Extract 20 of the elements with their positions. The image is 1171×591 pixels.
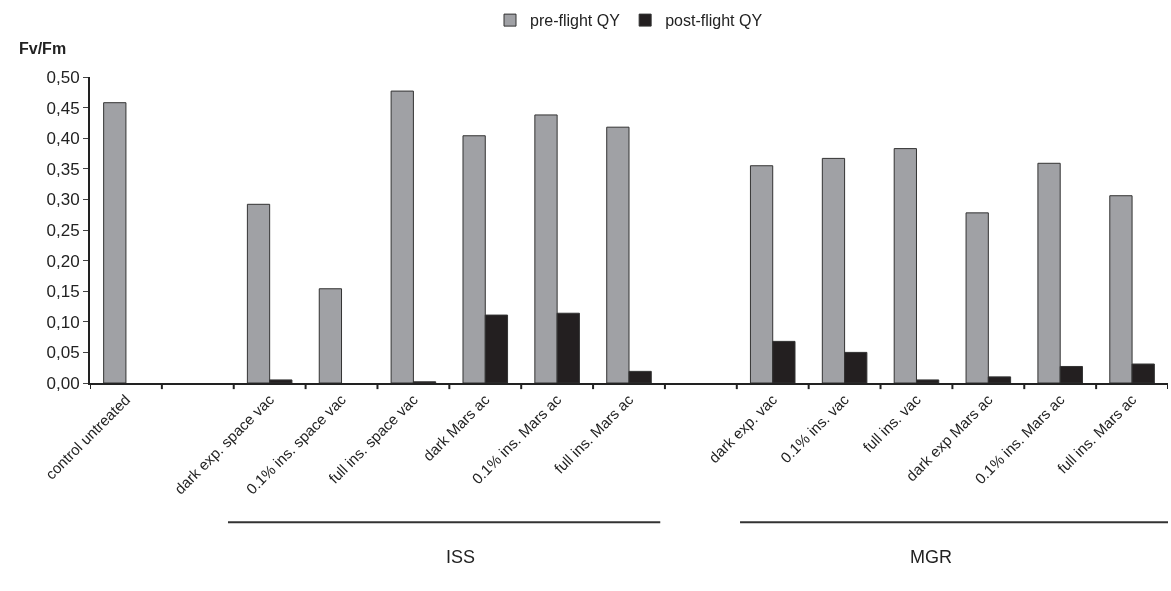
x-tick-label: full ins. vac [859, 390, 925, 456]
y-tick-label: 0,40 [46, 129, 80, 149]
bar [103, 102, 127, 383]
y-tick-label: 0,35 [46, 159, 80, 179]
legend-label: pre-flight QY [530, 12, 621, 30]
y-tick-label: 0,45 [46, 98, 80, 118]
y-tick-label: 0,00 [46, 373, 80, 393]
y-tick-label: 0,05 [46, 343, 80, 363]
text: MGR [910, 547, 952, 567]
y-tick-label: 0,15 [46, 282, 80, 302]
y-tick-label: 0,20 [46, 251, 80, 271]
y-tick-label: 0,30 [46, 190, 80, 210]
y-tick-label: 0,10 [46, 312, 80, 332]
y-tick-label: 0,25 [46, 220, 80, 240]
y-tick-label: 0,50 [46, 67, 80, 87]
text: ISS [446, 547, 476, 567]
y-axis-title: Fv/Fm [19, 40, 67, 57]
x-tick-label: dark exp. vac [705, 390, 781, 467]
bar [318, 288, 343, 383]
legend-label: post-flight QY [665, 12, 763, 30]
